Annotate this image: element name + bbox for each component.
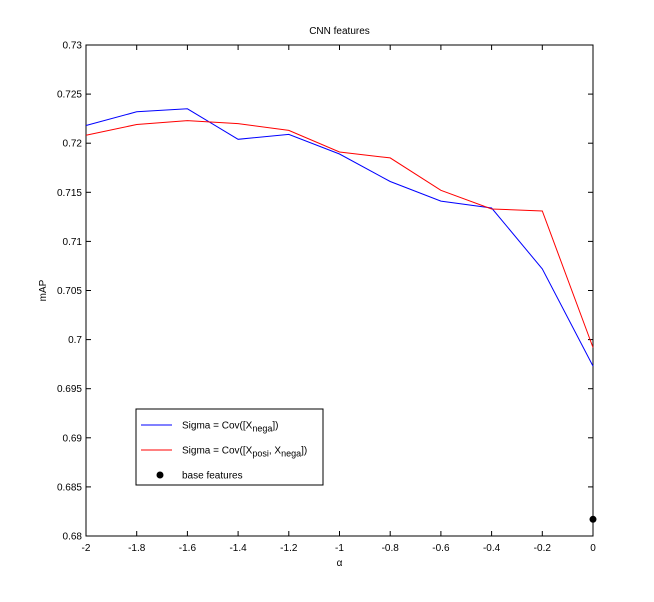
x-tick-label: -1.8 xyxy=(128,543,146,554)
x-tick-label: -0.2 xyxy=(534,543,552,554)
y-tick-label: 0.705 xyxy=(57,286,82,297)
legend-entry-3: base features xyxy=(182,471,243,482)
x-tick-label: -1 xyxy=(335,543,344,554)
base-features-point xyxy=(589,515,597,523)
x-tick-label: -0.6 xyxy=(432,543,450,554)
x-tick-label: -0.4 xyxy=(483,543,501,554)
y-tick-label: 0.71 xyxy=(63,237,83,248)
series-line-1 xyxy=(85,108,594,367)
y-tick-label: 0.72 xyxy=(63,139,83,150)
y-tick-label: 0.69 xyxy=(63,433,83,444)
y-tick-label: 0.68 xyxy=(63,532,83,543)
x-tick-label: 0 xyxy=(590,543,596,554)
legend-swatch-dot xyxy=(156,471,164,479)
x-tick-label: -0.8 xyxy=(382,543,400,554)
y-tick-label: 0.73 xyxy=(63,41,83,52)
y-axis-title: mAP xyxy=(38,279,49,301)
y-tick-label: 0.685 xyxy=(57,482,82,493)
x-tick-label: -2 xyxy=(82,543,91,554)
y-tick-label: 0.695 xyxy=(57,384,82,395)
legend-entry-1: Sigma = Cov([Xnega]) xyxy=(182,421,278,434)
x-tick-label: -1.6 xyxy=(179,543,197,554)
y-tick-label: 0.7 xyxy=(68,335,82,346)
series-line-2 xyxy=(85,120,594,348)
chart-title: CNN features xyxy=(309,26,370,37)
legend: Sigma = Cov([Xnega]) Sigma = Cov([Xposi, … xyxy=(135,408,324,486)
legend-entry-2: Sigma = Cov([Xposi, Xnega]) xyxy=(182,446,307,459)
x-tick-label: -1.2 xyxy=(280,543,298,554)
x-axis-title: α xyxy=(337,558,343,569)
legend-box xyxy=(135,408,324,486)
y-tick-label: 0.715 xyxy=(57,188,82,199)
x-tick-label: -1.4 xyxy=(229,543,247,554)
plot-area: -2 -1.8 -1.6 -1.4 -1.2 -1 -0.8 -0.6 -0.4 -0.2 0 0.6… xyxy=(57,41,597,554)
y-tick-label: 0.725 xyxy=(57,90,82,101)
